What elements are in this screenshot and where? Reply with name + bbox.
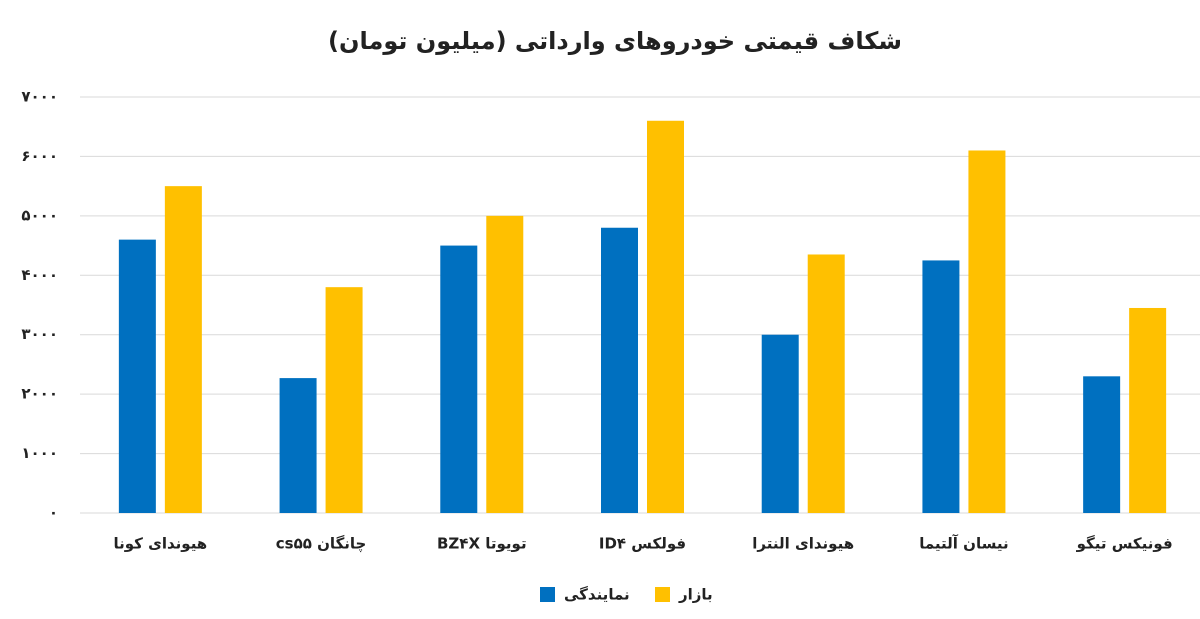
x-tick-label: فولکس ID۴ [599, 535, 686, 553]
bar [761, 334, 799, 513]
bar [1083, 376, 1121, 513]
bar [647, 120, 684, 514]
y-tick-label: ۳۰۰۰ [21, 325, 58, 343]
legend-swatch [540, 587, 555, 602]
bar [118, 239, 156, 513]
y-tick-label: ۷۰۰۰ [21, 88, 58, 106]
x-tick-label: چانگان cs۵۵ [276, 535, 367, 554]
x-tick-label: نیسان آلتیما [919, 535, 1008, 553]
bar [440, 245, 478, 514]
bar [1129, 307, 1167, 513]
x-tick-label: هیوندای کونا [113, 535, 207, 553]
bar [325, 287, 363, 513]
bar [968, 150, 1006, 513]
y-tick-label: ۱۰۰۰ [21, 444, 58, 462]
bar [922, 260, 960, 513]
bar [279, 378, 317, 513]
x-tick-label: تویوتا BZ۴X [437, 535, 527, 553]
y-tick-label: ۵۰۰۰ [21, 206, 58, 224]
bar [601, 227, 638, 513]
x-tick-label: هیوندای النترا [752, 535, 854, 553]
y-tick-label: ۴۰۰۰ [21, 266, 58, 284]
legend-swatch [655, 587, 670, 602]
bar [164, 186, 202, 513]
chart-title: شکاف قیمتی خودروهای وارداتی (میلیون توما… [328, 27, 902, 55]
y-tick-label: ۶۰۰۰ [21, 147, 58, 165]
x-tick-label: فونیکس تیگو [1076, 535, 1173, 553]
y-tick-label: ۲۰۰۰ [21, 385, 58, 403]
legend-label: بازار [678, 586, 713, 604]
bar [486, 215, 524, 513]
y-tick-label: ۰ [49, 504, 58, 522]
legend-label: نمایندگی [564, 586, 630, 604]
bar [807, 254, 845, 513]
